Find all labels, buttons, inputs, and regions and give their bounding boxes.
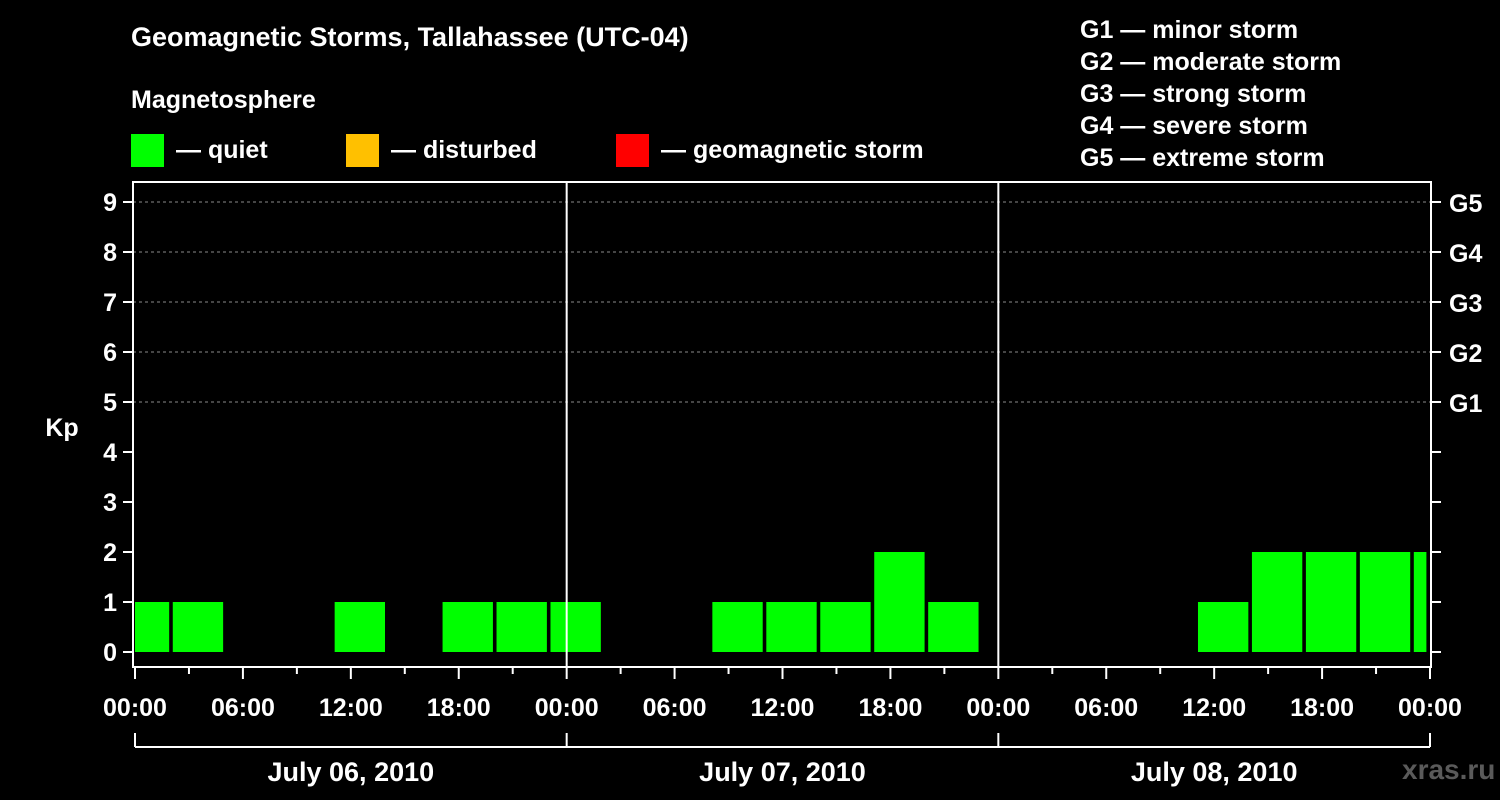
y-axis-label: Kp xyxy=(45,414,78,442)
g-level-label-g4: G4 xyxy=(1449,240,1482,268)
x-tick-label-11: 18:00 xyxy=(1290,694,1354,722)
kp-bar-11 xyxy=(1197,602,1249,652)
legend-item-disturbed: — disturbed xyxy=(346,133,537,167)
y-tick-label-5: 5 xyxy=(103,389,117,417)
x-tick-label-2: 12:00 xyxy=(319,694,383,722)
g-level-label-g2: G2 xyxy=(1449,340,1482,368)
y-tick-label-6: 6 xyxy=(103,339,117,367)
kp-bar-12 xyxy=(1251,552,1303,652)
legend-item-quiet: — quiet xyxy=(131,133,268,167)
kp-bar-6 xyxy=(712,602,763,652)
x-tick-label-10: 12:00 xyxy=(1182,694,1246,722)
y-tick-label-0: 0 xyxy=(103,639,117,667)
kp-bar-9 xyxy=(874,552,925,652)
x-tick-label-5: 06:00 xyxy=(643,694,707,722)
x-tick-label-1: 06:00 xyxy=(211,694,275,722)
storm-scale-g1: G1 — minor storm xyxy=(1080,16,1299,44)
legend-swatch-quiet xyxy=(131,133,164,167)
y-tick-label-7: 7 xyxy=(103,289,117,317)
legend-swatch-storm xyxy=(616,133,649,167)
legend-item-storm: — geomagnetic storm xyxy=(616,133,924,167)
kp-bar-15 xyxy=(1413,552,1427,652)
storm-scale-g2: G2 — moderate storm xyxy=(1080,48,1342,76)
x-tick-label-0: 00:00 xyxy=(103,694,167,722)
chart-title: Geomagnetic Storms, Tallahassee (UTC-04) xyxy=(131,22,689,52)
day-label-0: July 06, 2010 xyxy=(268,757,435,787)
g-level-label-g5: G5 xyxy=(1449,190,1482,218)
legend-heading: Magnetosphere xyxy=(131,86,316,114)
storm-scale-legend: G1 — minor storm G2 — moderate storm G3 … xyxy=(1080,14,1341,174)
kp-bar-14 xyxy=(1359,552,1411,652)
x-tick-label-6: 12:00 xyxy=(751,694,815,722)
y-tick-label-8: 8 xyxy=(103,239,117,267)
watermark: xras.ru xyxy=(1402,754,1496,785)
day-label-2: July 08, 2010 xyxy=(1131,757,1298,787)
g-level-label-g1: G1 xyxy=(1449,390,1482,418)
storm-scale-g4: G4 — severe storm xyxy=(1080,112,1308,140)
kp-bar-13 xyxy=(1305,552,1357,652)
storm-scale-g5: G5 — extreme storm xyxy=(1080,144,1325,172)
g-level-label-g3: G3 xyxy=(1449,290,1482,318)
kp-bar-0 xyxy=(135,602,170,652)
legend-label-disturbed: — disturbed xyxy=(391,135,537,164)
kp-bar-2 xyxy=(334,602,386,652)
x-tick-label-3: 18:00 xyxy=(427,694,491,722)
y-tick-label-9: 9 xyxy=(103,189,117,217)
x-tick-label-4: 00:00 xyxy=(535,694,599,722)
x-tick-label-8: 00:00 xyxy=(966,694,1030,722)
kp-bar-1 xyxy=(172,602,224,652)
plot-frame xyxy=(132,181,1432,668)
y-tick-label-1: 1 xyxy=(103,589,117,617)
x-tick-label-7: 18:00 xyxy=(858,694,922,722)
kp-bar-10 xyxy=(928,602,979,652)
x-tick-label-9: 06:00 xyxy=(1074,694,1138,722)
y-tick-label-3: 3 xyxy=(103,489,117,517)
legend-swatch-disturbed xyxy=(346,133,379,167)
legend-label-quiet: — quiet xyxy=(176,135,268,164)
kp-bar-7 xyxy=(766,602,817,652)
day-label-1: July 07, 2010 xyxy=(699,757,866,787)
kp-bar-3 xyxy=(442,602,493,652)
y-tick-label-4: 4 xyxy=(103,439,117,467)
x-tick-label-12: 00:00 xyxy=(1398,694,1462,722)
y-tick-label-2: 2 xyxy=(103,539,117,567)
kp-bar-8 xyxy=(820,602,871,652)
kp-bar-4 xyxy=(496,602,547,652)
legend-label-storm: — geomagnetic storm xyxy=(661,135,924,164)
kp-bar-5 xyxy=(550,602,601,652)
storm-scale-g3: G3 — strong storm xyxy=(1080,80,1307,108)
